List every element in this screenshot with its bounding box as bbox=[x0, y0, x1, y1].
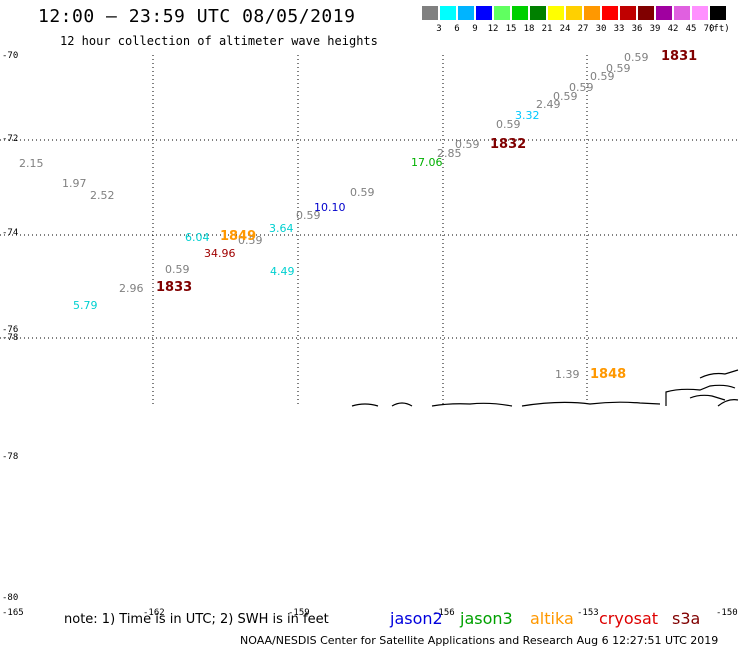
page-subtitle: 12 hour collection of altimeter wave hei… bbox=[60, 34, 378, 48]
wave-height-label: 2.15 bbox=[19, 157, 44, 170]
color-scale-label: 30 bbox=[595, 24, 607, 34]
color-scale-label: 9 bbox=[472, 24, 478, 34]
wave-height-label: 3.64 bbox=[269, 222, 294, 235]
wave-height-label: 34.96 bbox=[204, 247, 236, 260]
wave-height-label: 1.39 bbox=[555, 368, 580, 381]
units-note: note: 1) Time is in UTC; 2) SWH is in fe… bbox=[64, 612, 329, 627]
color-swatch bbox=[584, 6, 601, 20]
lat-label: -78 bbox=[2, 333, 19, 343]
color-swatch bbox=[692, 6, 709, 20]
color-scale-label: 45 bbox=[685, 24, 697, 34]
wave-height-label: 6.04 bbox=[185, 231, 210, 244]
wave-height-label: 2.85 bbox=[437, 147, 462, 160]
lat-label: -76 bbox=[2, 325, 19, 335]
wave-height-label: 0.59 bbox=[553, 90, 578, 103]
lat-label: -74 bbox=[2, 228, 19, 238]
wave-height-label: 0.59 bbox=[238, 234, 263, 247]
color-scale-label: 21 bbox=[541, 24, 553, 34]
color-swatch bbox=[494, 6, 511, 20]
legend-altika: altika bbox=[530, 609, 574, 628]
color-swatch bbox=[512, 6, 529, 20]
color-swatch bbox=[422, 6, 439, 20]
lon-label: -153 bbox=[577, 608, 599, 618]
color-swatch bbox=[458, 6, 475, 20]
wave-height-label: 4.49 bbox=[270, 265, 295, 278]
legend-jason2: jason2 bbox=[390, 609, 443, 628]
lat-label: -78 bbox=[2, 452, 19, 462]
coastline bbox=[351, 369, 739, 407]
wave-height-label: 10.10 bbox=[314, 201, 346, 214]
footer-credit: NOAA/NESDIS Center for Satellite Applica… bbox=[240, 634, 719, 647]
color-scale-label: 36 bbox=[631, 24, 643, 34]
color-scale-label: 24 bbox=[559, 24, 571, 34]
wave-height-label: 0.59 bbox=[624, 51, 649, 64]
color-scale-label: 15 bbox=[505, 24, 517, 34]
pass-time-label: 1832 bbox=[490, 137, 527, 152]
legend-s3a: s3a bbox=[672, 609, 701, 628]
lon-label: -165 bbox=[2, 608, 24, 618]
color-scale-label: 33 bbox=[613, 24, 625, 34]
lon-label: -150 bbox=[716, 608, 738, 618]
graticule bbox=[0, 55, 740, 405]
lon-label: -159 bbox=[288, 608, 310, 618]
color-scale-label: 6 bbox=[454, 24, 460, 34]
wave-height-label: 5.79 bbox=[73, 299, 98, 312]
lat-label: -72 bbox=[2, 134, 19, 144]
pass-time-label: 1833 bbox=[156, 280, 193, 295]
page-title: 12:00 – 23:59 UTC 08/05/2019 bbox=[38, 6, 356, 27]
wave-height-label: 0.59 bbox=[165, 263, 190, 276]
wave-height-label: 0.59 bbox=[590, 70, 615, 83]
wave-height-label: 0.59 bbox=[496, 118, 521, 131]
color-swatch bbox=[620, 6, 637, 20]
wave-height-label: 0.59 bbox=[569, 81, 594, 94]
color-swatch bbox=[656, 6, 673, 20]
color-swatch bbox=[638, 6, 655, 20]
color-swatch bbox=[710, 6, 727, 20]
color-swatch bbox=[674, 6, 691, 20]
pass-time-label: 1848 bbox=[590, 367, 627, 382]
lon-label: -162 bbox=[143, 608, 165, 618]
wave-height-label: 17.06 bbox=[411, 156, 443, 169]
color-scale-label: 39 bbox=[649, 24, 661, 34]
color-swatch bbox=[476, 6, 493, 20]
pass-time-label: 1849 bbox=[220, 229, 257, 244]
color-scale-label: 42 bbox=[667, 24, 679, 34]
legend-jason3: jason3 bbox=[460, 609, 513, 628]
wave-height-label: 0.59 bbox=[455, 138, 480, 151]
wave-height-label: 0.59 bbox=[296, 209, 321, 222]
wave-height-label: 2.49 bbox=[536, 98, 561, 111]
color-scale-label: 27 bbox=[577, 24, 589, 34]
color-swatch bbox=[602, 6, 619, 20]
lat-label: -70 bbox=[2, 51, 19, 61]
color-scale-label: (ft) bbox=[708, 24, 730, 34]
color-swatch bbox=[548, 6, 565, 20]
color-scale-label: 3 bbox=[436, 24, 442, 34]
color-swatch bbox=[530, 6, 547, 20]
wave-height-label: 1.97 bbox=[62, 177, 87, 190]
legend-cryosat: cryosat bbox=[599, 609, 659, 628]
lon-label: -156 bbox=[433, 608, 455, 618]
lat-label: -80 bbox=[2, 593, 19, 603]
wave-height-label: 2.96 bbox=[119, 282, 144, 295]
pass-time-label: 1831 bbox=[661, 49, 698, 64]
color-scale-label: 18 bbox=[523, 24, 535, 34]
color-swatch bbox=[440, 6, 457, 20]
wave-height-label: 2.52 bbox=[90, 189, 115, 202]
color-scale-label: 12 bbox=[487, 24, 499, 34]
wave-height-label: 3.32 bbox=[515, 109, 540, 122]
color-scale-label: 70 bbox=[703, 24, 715, 34]
wave-height-label: 0.59 bbox=[350, 186, 375, 199]
wave-height-label: 0.59 bbox=[606, 62, 631, 75]
color-swatch bbox=[566, 6, 583, 20]
